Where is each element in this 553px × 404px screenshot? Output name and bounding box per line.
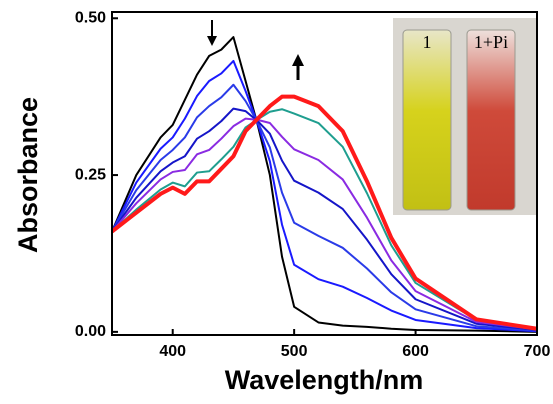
- arrow-head: [207, 36, 217, 46]
- inset-label: 1+Pi: [474, 32, 508, 52]
- x-tick-label: 400: [159, 343, 186, 360]
- y-tick-label: 0.25: [75, 166, 106, 183]
- inset-photo: 1 1+Pi: [393, 18, 536, 215]
- x-tick-label: 600: [402, 343, 429, 360]
- arrow-head: [292, 54, 304, 66]
- vial: [402, 29, 452, 211]
- arrows: [207, 20, 304, 80]
- inset-label: 1: [423, 32, 432, 52]
- x-tick-label: 500: [281, 343, 308, 360]
- y-tick-label: 0.50: [75, 9, 106, 26]
- y-axis-label: Absorbance: [13, 97, 43, 253]
- axes-frame: [111, 11, 538, 336]
- y-tick-label: 0.00: [75, 323, 106, 340]
- plot: [110, 36, 538, 333]
- x-axis-label: Wavelength/nm: [225, 365, 424, 395]
- vial: [466, 29, 516, 211]
- x-tick-label: 700: [524, 343, 551, 360]
- series-line: [110, 94, 538, 331]
